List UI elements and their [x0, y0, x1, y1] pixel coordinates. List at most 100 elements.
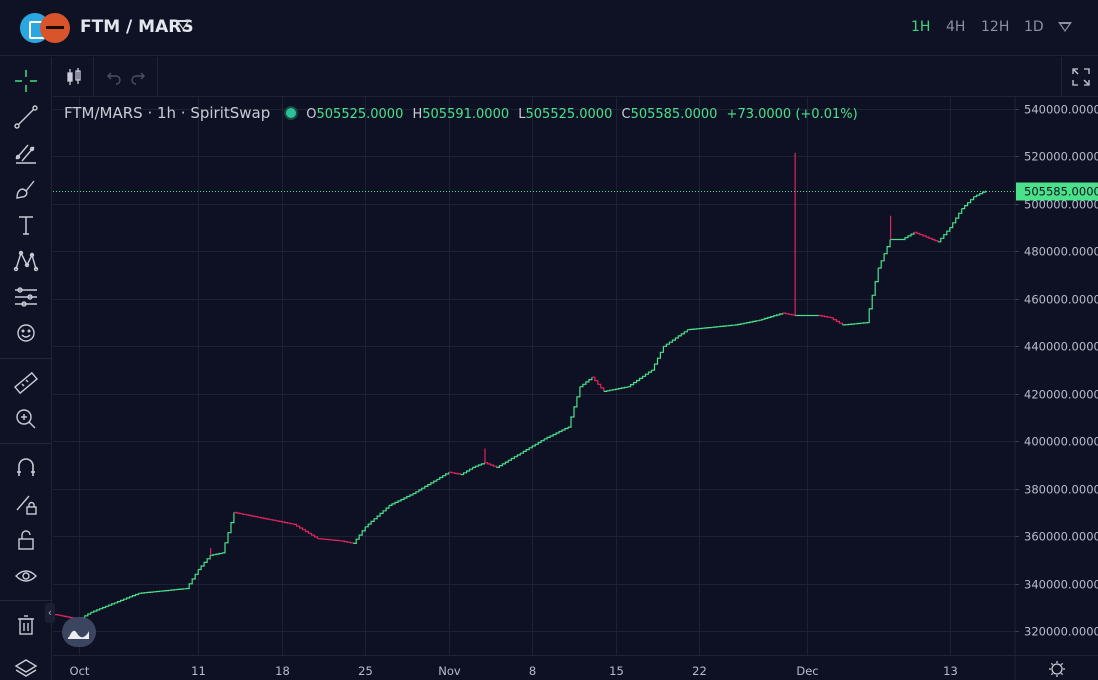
toolbar-separator	[93, 57, 94, 97]
lock-icon[interactable]	[12, 526, 40, 554]
collapse-toolbar-button[interactable]: ‹	[45, 603, 55, 623]
price-segment	[341, 540, 354, 544]
close-value: 505585.0000	[630, 107, 718, 122]
x-tick-label: 25	[358, 664, 373, 678]
price-segment	[878, 239, 891, 269]
y-tick-label: 380000.0000	[1024, 483, 1098, 497]
price-segment	[138, 590, 163, 594]
price-segment	[448, 471, 462, 475]
price-segment	[866, 268, 879, 324]
price-axis: 540000.0000 520000.0000 500000.0000 480000.…	[1015, 103, 1098, 639]
legend-symbol: FTM/MARS · 1h · SpiritSwap	[64, 104, 271, 122]
tool-separator	[0, 443, 52, 444]
price-segment	[961, 196, 975, 210]
price-segment	[162, 588, 187, 592]
toolbar-separator	[1061, 57, 1062, 97]
price-chart[interactable]: 540000.0000 520000.0000 500000.0000 480000.…	[53, 97, 1098, 680]
interval-1h[interactable]: 1H	[911, 19, 931, 35]
price-segment	[603, 386, 629, 392]
forecast-icon[interactable]	[12, 283, 40, 311]
candle-type-icon[interactable]	[60, 63, 88, 91]
open-value: 505525.0000	[316, 107, 404, 122]
eye-icon[interactable]	[12, 562, 40, 590]
last-price-badge	[1016, 182, 1098, 201]
x-tick-label: 18	[275, 664, 290, 678]
price-segment	[937, 227, 951, 243]
change-value: +73.0000 (+0.01%)	[726, 107, 858, 122]
crosshair-icon[interactable]	[12, 67, 40, 95]
redo-icon[interactable]	[125, 63, 153, 91]
price-segment	[365, 505, 390, 528]
y-tick-label: 520000.0000	[1024, 150, 1098, 164]
price-segment	[842, 322, 867, 326]
price-segment	[317, 538, 342, 542]
price-segment	[782, 312, 796, 316]
price-segment	[496, 453, 521, 468]
price-segment	[436, 472, 450, 480]
price-segment	[269, 519, 295, 525]
price-segment	[591, 376, 605, 392]
interval-4h[interactable]: 4H	[946, 19, 966, 35]
price-segment	[973, 190, 987, 198]
drawing-toolbar	[0, 57, 52, 680]
y-tick-label: 340000.0000	[1024, 578, 1098, 592]
pair-title[interactable]: FTM / MARS	[80, 17, 194, 37]
price-series	[55, 152, 987, 620]
toolbar-separator	[157, 57, 158, 97]
price-segment	[472, 462, 486, 468]
y-tick-label: 320000.0000	[1024, 625, 1098, 639]
pattern-icon[interactable]	[12, 247, 40, 275]
settings-gear-icon	[1049, 661, 1065, 677]
x-tick-label: 15	[609, 664, 624, 678]
magnet-icon[interactable]	[12, 454, 40, 482]
tool-separator	[0, 600, 52, 601]
price-segment	[90, 602, 116, 613]
chart-grid	[53, 97, 1098, 680]
y-tick-label: 420000.0000	[1024, 388, 1098, 402]
price-segment	[460, 467, 474, 476]
price-segment	[198, 555, 211, 571]
tradingview-logo[interactable]	[62, 617, 96, 647]
x-tick-label: Oct	[70, 664, 90, 678]
emoji-icon[interactable]	[12, 319, 40, 347]
x-tick-label: 22	[692, 664, 707, 678]
interval-1d[interactable]: 1D	[1024, 19, 1044, 35]
low-value: 505525.0000	[525, 107, 613, 122]
price-segment	[949, 208, 963, 229]
price-segment	[663, 329, 688, 347]
interval-12h[interactable]: 12H	[981, 19, 1010, 35]
pair-dropdown-chevron-icon[interactable]	[176, 20, 190, 30]
price-segment	[818, 314, 831, 318]
pair-logos	[20, 13, 70, 43]
price-segment	[353, 526, 366, 544]
undo-icon[interactable]	[99, 63, 127, 91]
x-tick-label: Nov	[438, 664, 461, 678]
time-axis: Oct 11 18 25 Nov 8 15 22 Dec 13	[70, 661, 1065, 678]
zoom-in-icon[interactable]	[12, 405, 40, 433]
price-segment	[484, 462, 497, 468]
fullscreen-icon[interactable]	[1067, 63, 1095, 91]
price-segment	[544, 427, 569, 440]
high-value: 505591.0000	[422, 107, 510, 122]
top-bar: FTM / MARS 1H 4H 12H 1D	[0, 0, 1098, 56]
price-segment	[914, 231, 927, 238]
text-icon[interactable]	[12, 211, 40, 239]
y-tick-label: 460000.0000	[1024, 293, 1098, 307]
y-tick-label: 480000.0000	[1024, 245, 1098, 259]
fib-icon[interactable]	[12, 139, 40, 167]
interval-dropdown-chevron-icon[interactable]	[1058, 22, 1072, 32]
ruler-icon[interactable]	[12, 369, 40, 397]
trend-line-icon[interactable]	[12, 103, 40, 131]
trash-icon[interactable]	[12, 611, 40, 639]
layers-icon[interactable]	[12, 655, 40, 680]
lock-drawing-icon[interactable]	[12, 490, 40, 518]
tool-separator	[0, 358, 52, 359]
brush-icon[interactable]	[12, 175, 40, 203]
price-segment	[210, 552, 223, 556]
price-segment	[579, 377, 593, 388]
high-label: H	[412, 107, 423, 122]
price-segment	[186, 569, 199, 590]
price-segment	[520, 438, 545, 454]
price-segment	[568, 386, 581, 428]
chart-legend: FTM/MARS · 1h · SpiritSwap O505525.0000 H…	[64, 104, 863, 124]
